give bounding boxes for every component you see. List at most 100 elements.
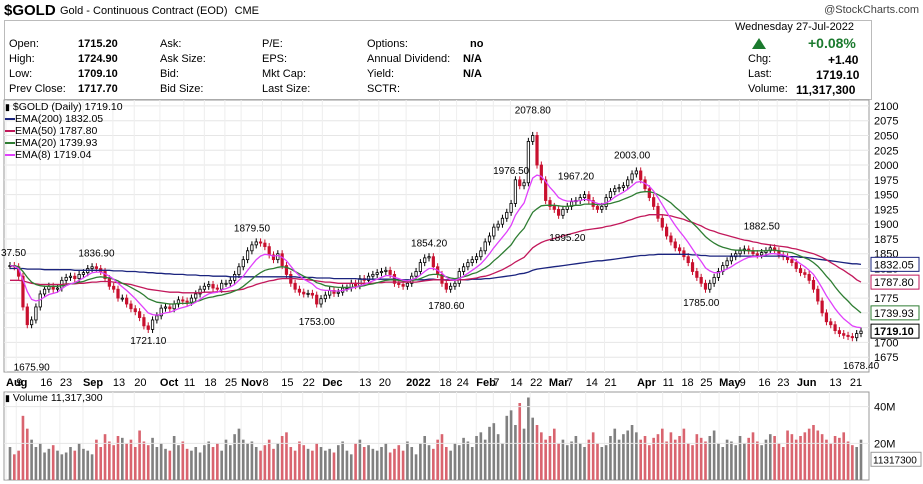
volume-bar	[522, 428, 526, 480]
candle-body	[444, 282, 448, 290]
volume-bar	[682, 428, 686, 480]
volume-bar	[146, 445, 150, 480]
x-tick-label: 9	[740, 377, 746, 389]
volume-bar	[440, 434, 444, 480]
ask-size-label: Ask Size:	[160, 53, 206, 65]
volume-bar	[155, 447, 159, 480]
volume-bar	[574, 436, 578, 480]
x-tick-label: 2022	[406, 377, 430, 389]
volume-bar	[185, 448, 189, 480]
volume-bar	[747, 437, 750, 480]
volume-bar	[237, 428, 241, 480]
instrument-full-name: Gold - Continuous Contract (EOD)	[60, 5, 228, 17]
candle-body	[652, 197, 656, 207]
volume-bar	[30, 439, 33, 480]
candle-body	[509, 203, 513, 213]
candle-body	[64, 276, 68, 281]
candle-body	[487, 235, 492, 243]
candle-body	[505, 211, 509, 219]
volume-bar	[423, 436, 427, 480]
volume-bar	[604, 445, 608, 480]
chart-legend: ▮ $GOLD (Daily) 1719.10 EMA(200) 1832.05…	[5, 101, 123, 161]
x-tick-label: Mar	[549, 377, 569, 389]
candle-body	[155, 315, 159, 321]
candle-body	[241, 259, 245, 268]
candle-body	[518, 179, 522, 187]
y-tick-label: 1925	[874, 204, 898, 216]
candle-body	[794, 262, 798, 269]
x-tick-label: 22	[530, 377, 542, 389]
volume-bar	[17, 450, 20, 480]
candle-body	[656, 206, 660, 219]
volume-bar	[121, 437, 124, 480]
candle-body	[133, 308, 137, 313]
volume-bar	[194, 447, 198, 480]
candle-body	[630, 173, 634, 181]
candle-body	[25, 306, 29, 326]
volume-bar	[721, 447, 725, 480]
candle-body	[276, 253, 280, 261]
volume-bar	[133, 447, 137, 480]
volume-bar	[103, 434, 107, 480]
volume-bar	[673, 439, 677, 480]
candle-body	[626, 179, 630, 187]
volume-bar	[332, 452, 336, 480]
candle-body	[254, 241, 258, 246]
last-size-label: Last Size:	[262, 83, 311, 95]
y-tick-label: 2050	[874, 130, 898, 142]
volume-bar	[69, 447, 72, 480]
candle-body	[842, 333, 846, 336]
volume-bar	[267, 439, 271, 480]
legend-ema8: EMA(8) 1719.04	[5, 149, 123, 161]
volume-bar	[773, 436, 776, 480]
volume-bar	[427, 445, 431, 480]
volume-bar	[565, 445, 569, 480]
x-tick-label: 20	[379, 377, 391, 389]
candle-body	[207, 284, 211, 287]
volume-bar	[699, 437, 703, 480]
candle-body	[816, 288, 820, 302]
volume-bar	[743, 443, 746, 480]
volume-bar	[25, 428, 29, 480]
x-tick-label: Feb	[476, 377, 496, 389]
price-annotation: 1780.60	[428, 301, 465, 312]
candle-body	[21, 275, 25, 308]
candle-body	[539, 164, 543, 181]
x-tick-label: 14	[510, 377, 522, 389]
candle-body	[336, 291, 340, 294]
candle-body	[708, 282, 712, 290]
price-panel: 1675170017501775180018251850187519001925…	[1, 99, 920, 389]
candle-body	[401, 284, 405, 287]
last-value: 1719.10	[816, 68, 860, 82]
volume-bar	[280, 436, 284, 480]
y-tick-label: 1675	[874, 352, 898, 364]
ema200-tag-box	[870, 256, 920, 272]
volume-bar	[142, 441, 146, 480]
y-tick-label: 1875	[874, 234, 898, 246]
volume-bar	[756, 441, 759, 480]
candle-body	[29, 319, 34, 326]
price-annotation: 1721.10	[130, 336, 167, 347]
volume-bar	[505, 415, 509, 480]
price-annotation: 2003.00	[614, 150, 651, 161]
candle-body	[552, 206, 556, 210]
candle-body	[531, 135, 535, 142]
candle-body	[116, 288, 120, 299]
volume-bar	[302, 445, 306, 480]
ema50-swatch	[5, 130, 15, 133]
volume-bar	[432, 448, 435, 480]
candle-body	[168, 306, 172, 310]
volume-bar	[406, 441, 409, 480]
x-tick-label: May	[719, 377, 741, 389]
candle-body	[384, 269, 388, 272]
volume-bar	[401, 450, 405, 480]
volume-bar	[764, 439, 768, 480]
bid-size-label: Bid Size:	[160, 83, 204, 95]
volume-bar	[686, 443, 690, 480]
candle-body	[621, 185, 626, 188]
candle-body	[129, 303, 133, 310]
volume-bar	[246, 443, 249, 480]
ema20-tag-box	[870, 305, 920, 321]
volume-bar	[527, 397, 530, 480]
candle-body	[492, 226, 496, 237]
